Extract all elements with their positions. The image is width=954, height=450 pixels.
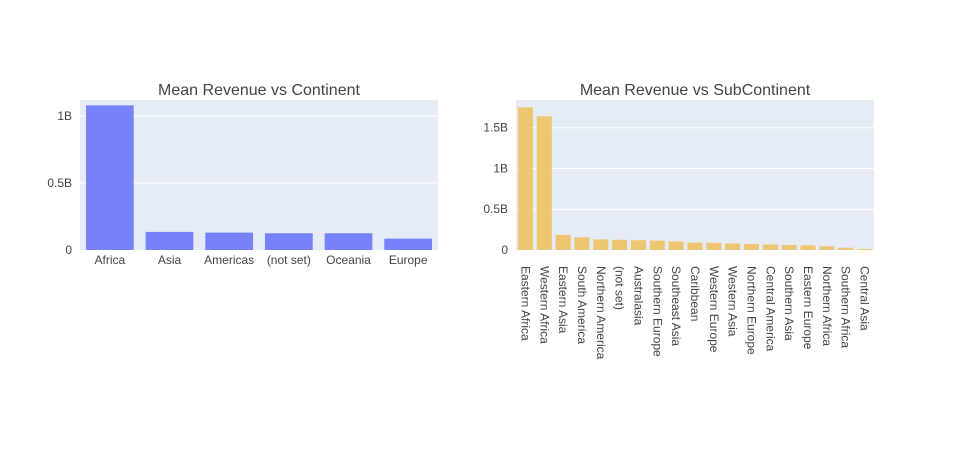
continent-bar-oceania[interactable] <box>324 233 373 250</box>
subcontinent-bar-western-asia[interactable] <box>725 243 741 250</box>
subcontinent-plot-area <box>516 100 874 250</box>
continent-bar-americas[interactable] <box>205 232 254 250</box>
continent-x-tick-label: Asia <box>158 253 182 267</box>
subcontinent-x-tick-label: Caribbean <box>688 266 702 321</box>
subcontinent-bar-southern-europe[interactable] <box>649 240 665 250</box>
subcontinent-bar-not-set[interactable] <box>612 239 628 250</box>
subcontinent-bars <box>517 107 873 250</box>
subcontinent-y-tick-label: 0.5B <box>483 202 508 216</box>
subcontinent-x-tick-label: Southern Africa <box>839 266 853 348</box>
continent-plot-area <box>80 100 438 250</box>
subcontinent-y-tick-label: 1.5B <box>483 121 508 135</box>
subcontinent-bar-central-asia[interactable] <box>857 249 873 250</box>
continent-bar-africa[interactable] <box>85 105 134 250</box>
subcontinent-bar-southern-africa[interactable] <box>838 247 854 250</box>
subcontinent-x-tick-label: Western Asia <box>726 266 740 337</box>
subcontinent-x-tick-label: Eastern Africa <box>518 266 532 341</box>
subcontinent-bar-caribbean[interactable] <box>687 242 703 250</box>
subcontinent-bar-northern-america[interactable] <box>593 239 609 250</box>
subcontinent-y-tick-label: 1B <box>493 161 508 175</box>
subcontinent-y-tick-label: 0 <box>501 243 508 257</box>
subcontinent-x-tick-label: Eastern Asia <box>556 266 570 334</box>
subcontinent-x-tick-label: Western Europe <box>707 266 721 353</box>
subcontinent-bar-eastern-africa[interactable] <box>517 107 533 250</box>
subcontinent-x-tick-label: Australasia <box>631 266 645 326</box>
continent-gridlines <box>80 115 438 184</box>
subcontinent-chart-title: Mean Revenue vs SubContinent <box>580 82 811 99</box>
continent-bar-europe[interactable] <box>384 238 433 250</box>
subcontinent-x-tick-label: Southern Europe <box>650 266 664 357</box>
subcontinent-bar-southern-asia[interactable] <box>781 244 797 250</box>
continent-x-tick-label: Oceania <box>326 253 371 267</box>
subcontinent-bar-western-africa[interactable] <box>536 116 552 250</box>
continent-y-tick-label: 0 <box>65 243 72 257</box>
continent-x-ticks: Africa Asia Americas (not set) Oceania Europe <box>94 253 427 267</box>
subcontinent-x-tick-label: Central Asia <box>858 266 872 331</box>
subcontinent-x-tick-label: Northern Europe <box>745 266 759 355</box>
subcontinent-bar-south-america[interactable] <box>574 237 590 250</box>
continent-bar-asia[interactable] <box>145 231 194 250</box>
continent-x-tick-label: Africa <box>94 253 125 267</box>
continent-x-tick-label: (not set) <box>267 253 311 267</box>
subcontinent-gridlines <box>516 127 874 210</box>
continent-x-tick-label: Europe <box>389 253 428 267</box>
continent-chart: 0 0.5B 1B Africa Asia Americas (not set) Ocean… <box>47 82 438 267</box>
subcontinent-x-tick-label: (not set) <box>613 266 627 310</box>
subcontinent-x-tick-label: Southern Asia <box>782 266 796 341</box>
subcontinent-x-tick-label: Northern Africa <box>820 266 834 346</box>
subcontinent-bar-northern-africa[interactable] <box>819 246 835 250</box>
continent-y-tick-label: 1B <box>57 109 72 123</box>
subcontinent-bar-central-america[interactable] <box>762 244 778 250</box>
subcontinent-bar-australasia[interactable] <box>630 240 647 250</box>
subcontinent-x-tick-label: Central America <box>763 266 777 352</box>
subcontinent-x-tick-label: Southeast Asia <box>669 266 683 346</box>
subcontinent-bar-western-europe[interactable] <box>706 242 722 250</box>
continent-y-tick-label: 0.5B <box>47 176 72 190</box>
subcontinent-bar-northern-europe[interactable] <box>743 244 760 250</box>
continent-bar-not-set[interactable] <box>264 233 313 250</box>
continent-y-ticks: 0 0.5B 1B <box>47 109 72 257</box>
subcontinent-bar-eastern-europe[interactable] <box>800 245 816 250</box>
subcontinent-bar-southeast-asia[interactable] <box>668 241 684 250</box>
subcontinent-chart: 0 0.5B 1B 1.5B Eastern Africa Western Africa… <box>483 82 874 360</box>
subcontinent-x-tick-label: South America <box>575 266 589 344</box>
continent-x-tick-label: Americas <box>204 253 254 267</box>
continent-bars <box>85 105 433 250</box>
subcontinent-x-tick-label: Northern America <box>594 266 608 360</box>
subcontinent-y-ticks: 0 0.5B 1B 1.5B <box>483 121 508 257</box>
continent-chart-title: Mean Revenue vs Continent <box>158 82 360 99</box>
subcontinent-x-tick-label: Eastern Europe <box>801 266 815 350</box>
subcontinent-x-ticks: Eastern Africa Western Africa Eastern Asia… <box>518 266 871 360</box>
subcontinent-x-tick-label: Western Africa <box>537 266 551 344</box>
subcontinent-bar-eastern-asia[interactable] <box>555 234 571 250</box>
